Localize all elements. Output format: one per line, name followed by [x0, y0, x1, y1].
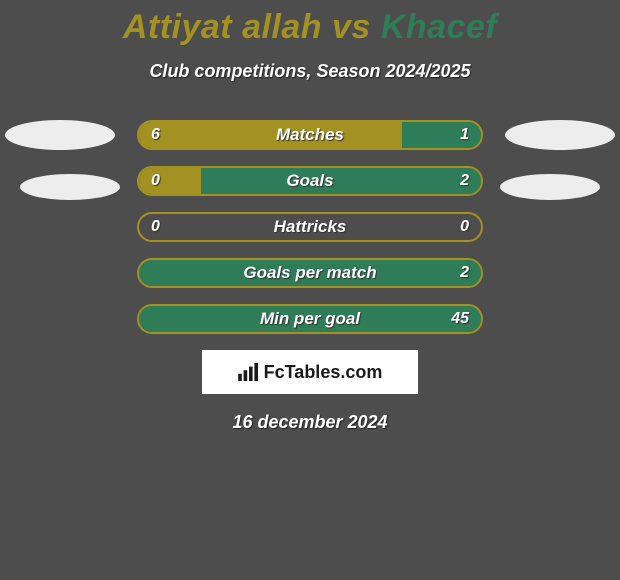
brand-box: FcTables.com	[202, 350, 418, 394]
bar-label: Goals per match	[139, 260, 481, 286]
bar-label: Hattricks	[139, 214, 481, 240]
avatar-placeholder-left-2	[20, 174, 120, 200]
subtitle: Club competitions, Season 2024/2025	[0, 61, 620, 82]
bar-value-right: 2	[460, 168, 469, 194]
brand-text: FcTables.com	[264, 362, 383, 383]
bar-value-right: 2	[460, 260, 469, 286]
bars-container: 6Matches10Goals20Hattricks0Goals per mat…	[0, 120, 620, 334]
bar-chart-icon	[238, 363, 260, 381]
stat-bar: 6Matches1	[137, 120, 483, 150]
player-b-name: Khacef	[381, 8, 497, 46]
bar-value-right: 0	[460, 214, 469, 240]
chart-area: 6Matches10Goals20Hattricks0Goals per mat…	[0, 120, 620, 334]
stat-bar: Min per goal45	[137, 304, 483, 334]
bar-label: Min per goal	[139, 306, 481, 332]
date-line: 16 december 2024	[0, 412, 620, 433]
avatar-placeholder-right-1	[505, 120, 615, 150]
stat-bar: 0Goals2	[137, 166, 483, 196]
bar-value-right: 1	[460, 122, 469, 148]
bar-label: Goals	[139, 168, 481, 194]
vs-separator: vs	[322, 8, 381, 46]
bar-label: Matches	[139, 122, 481, 148]
stat-bar: Goals per match2	[137, 258, 483, 288]
stat-bar: 0Hattricks0	[137, 212, 483, 242]
player-a-name: Attiyat allah	[123, 8, 322, 46]
avatar-placeholder-right-2	[500, 174, 600, 200]
avatar-placeholder-left-1	[5, 120, 115, 150]
bar-value-right: 45	[451, 306, 469, 332]
comparison-title: Attiyat allah vs Khacef	[0, 0, 620, 47]
